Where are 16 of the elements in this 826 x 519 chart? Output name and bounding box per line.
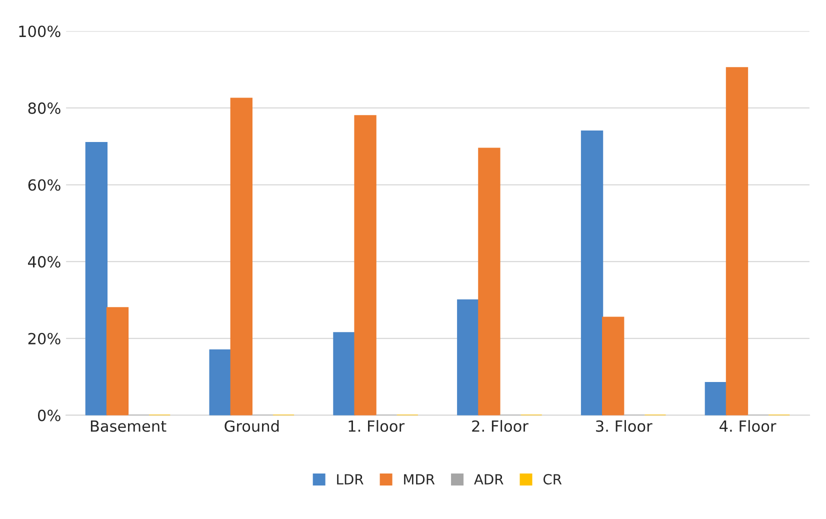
x-tick-label: 3. Floor [596, 420, 652, 432]
y-tick-label: 40% [28, 256, 60, 268]
legend-label: MDR [404, 474, 435, 484]
y-tick-label: 20% [28, 332, 60, 344]
y-tick-label: 0% [38, 410, 60, 422]
y-tick-label: 100% [19, 26, 60, 38]
x-tick-label: 2. Floor [472, 420, 528, 432]
y-tick-label: 60% [28, 179, 60, 191]
x-tick-label: 1. Floor [348, 420, 405, 432]
legend-label: CR [543, 474, 562, 485]
x-tick-label: Ground [224, 420, 279, 432]
legend-label: ADR [474, 474, 504, 484]
legend-label: LDR [337, 474, 364, 484]
x-tick-label: 4. Floor [720, 420, 776, 432]
x-tick-label: Basement [90, 420, 166, 432]
y-tick-label: 80% [28, 102, 60, 114]
